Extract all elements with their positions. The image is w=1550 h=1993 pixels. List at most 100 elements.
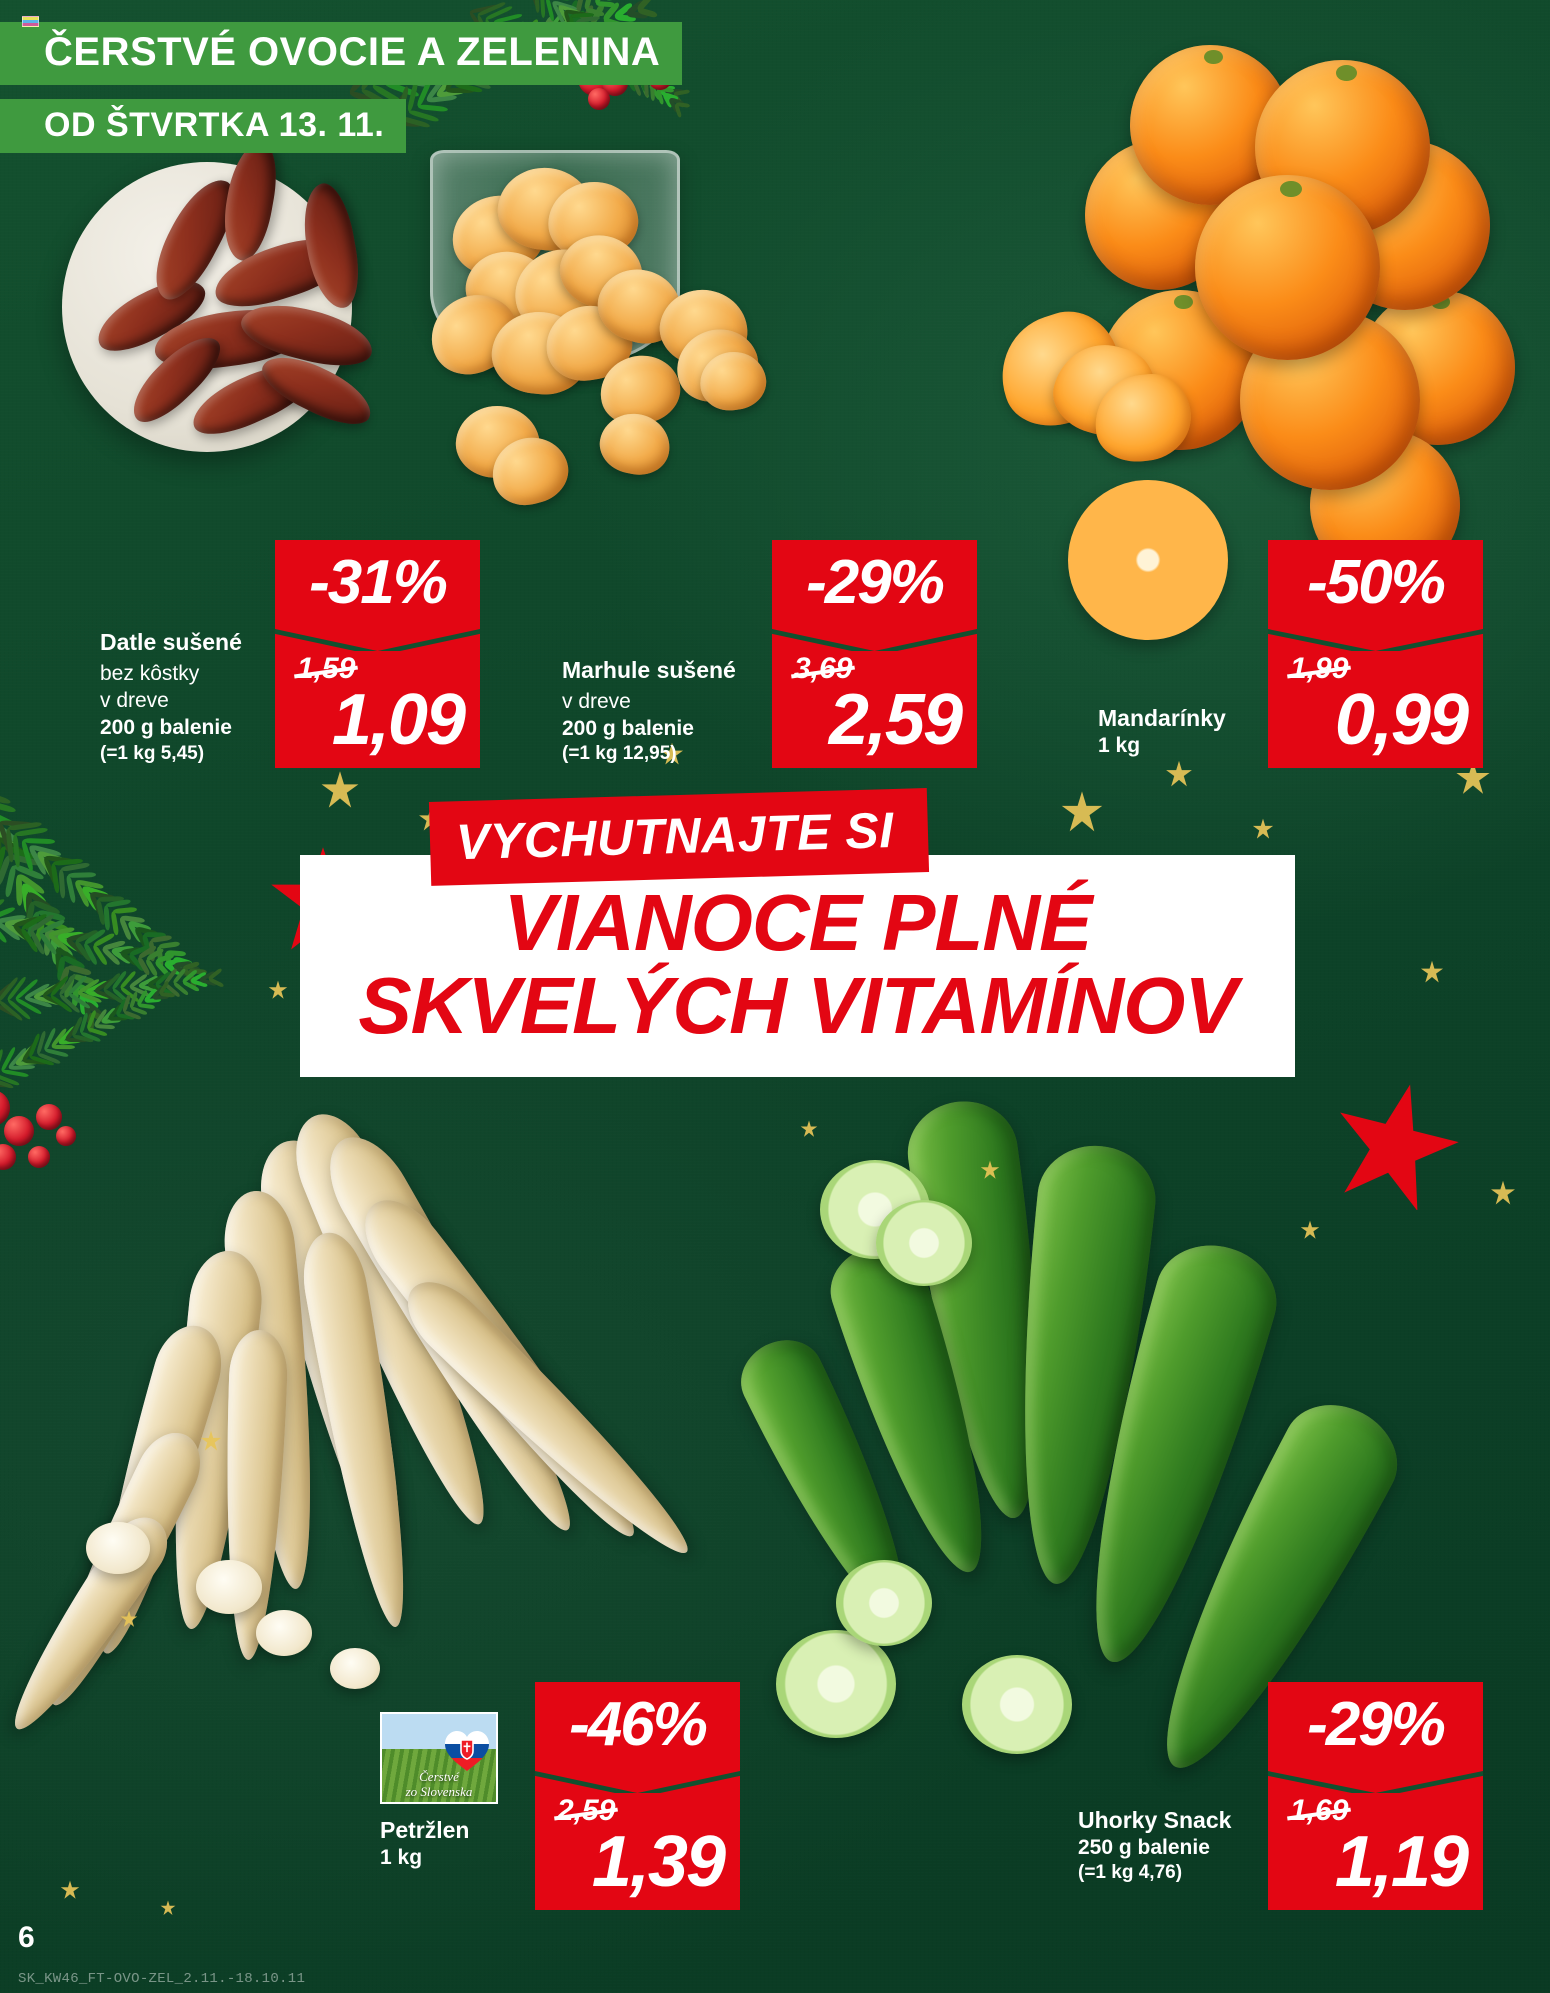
mandarin-stem [1203, 49, 1223, 65]
mandarin-stem [1173, 294, 1193, 310]
headline-kicker: VYCHUTNAJTE SI [428, 788, 929, 886]
old-price: 1,99 [1290, 652, 1349, 686]
gold-star [660, 742, 684, 771]
headline-line1: VIANOCE PLNÉ [503, 878, 1092, 967]
product-pack: 1 kg [1098, 733, 1141, 757]
parsnip-slice [330, 1648, 380, 1689]
dried-apricot [594, 407, 676, 481]
gold-star [1490, 1180, 1516, 1211]
dried-date [216, 137, 284, 265]
origin-badge-caption: Čerstvé zo Slovenska [382, 1769, 496, 1800]
pine-needle [533, 0, 540, 13]
holly-berry [28, 1146, 50, 1168]
holly-berry [4, 1116, 34, 1146]
gold-star [60, 1880, 80, 1905]
pine-needle [22, 837, 56, 844]
red-star-decoration-right [1330, 1080, 1460, 1210]
mandarin-stem [1280, 180, 1303, 198]
dried-date [296, 179, 366, 313]
origin-line2: zo Slovenska [405, 1784, 473, 1800]
old-price: 1,59 [297, 652, 356, 686]
gold-star [1060, 790, 1104, 839]
product-name: Marhule sušené [562, 657, 736, 683]
price-card-mandarinky[interactable]: -50% 1,99 0,99 [1268, 540, 1483, 769]
leaflet-code: SK_KW46_FT-OVO-ZEL_2.11.-18.10.11 [18, 1971, 306, 1987]
header-banner: ČERSTVÉ OVOCIE A ZELENINA OD ŠTVRTKA 13.… [0, 16, 683, 154]
pine-needle [94, 1023, 115, 1030]
price-card-datle[interactable]: -31% 1,59 1,09 [275, 540, 480, 769]
price-card-marhule[interactable]: -29% 3,69 2,59 [772, 540, 977, 769]
product-desc1: v dreve [562, 689, 631, 713]
parsnip-slice [256, 1610, 312, 1656]
product-pack: 200 g balenie [100, 716, 232, 740]
pine-needle [0, 789, 12, 805]
dates-plate-photo [62, 137, 380, 452]
new-price: 2,59 [828, 680, 963, 761]
product-unit-price: (=1 kg 12,95) [562, 743, 677, 765]
holly-berry [0, 1144, 16, 1170]
gold-star [268, 980, 288, 1005]
mandarin-stem [1335, 65, 1357, 81]
discount-badge: -29% [772, 540, 977, 632]
discount-badge: -50% [1268, 540, 1483, 632]
new-price: 1,09 [331, 680, 466, 761]
page-number: 6 [18, 1921, 35, 1954]
parsnip-slice [86, 1522, 150, 1575]
pine-needle [111, 910, 120, 936]
language-flag-icon [22, 16, 39, 27]
gold-star [1165, 760, 1193, 793]
price-card-petrzlen[interactable]: -46% 2,59 1,39 [535, 1682, 740, 1911]
product-name: Datle sušené [100, 629, 242, 655]
price-card-notch [535, 1772, 740, 1795]
mandarin [1195, 175, 1380, 360]
price-card-uhorky[interactable]: -29% 1,69 1,19 [1268, 1682, 1483, 1911]
new-price: 1,19 [1334, 1822, 1469, 1903]
gold-star [980, 1160, 1000, 1185]
cucumber-slice [836, 1560, 932, 1647]
header-title-line2: OD ŠTVRTKA 13. 11. [0, 98, 407, 154]
discount-badge: -31% [275, 540, 480, 632]
holly-berry [0, 1090, 10, 1126]
gold-star [1455, 760, 1491, 801]
gold-star [800, 1120, 818, 1143]
pine-needle [68, 872, 97, 879]
gold-star [200, 1430, 222, 1457]
old-price: 2,59 [557, 1794, 616, 1828]
gold-star [1420, 960, 1444, 989]
price-card-notch [275, 630, 480, 653]
product-unit-price: (=1 kg 4,76) [1078, 1862, 1183, 1884]
gold-star [320, 770, 360, 815]
product-text-petrzlen: Petržlen 1 kg [380, 1817, 570, 1871]
pine-needle [539, 0, 546, 18]
pine-needle [51, 1044, 75, 1050]
product-name: Mandarínky [1098, 705, 1226, 731]
new-price: 1,39 [591, 1822, 726, 1903]
discount-badge: -29% [1268, 1682, 1483, 1774]
cucumber-slice [776, 1630, 896, 1738]
product-text-datle: Datle sušené bez kôstky v dreve 200 g ba… [100, 629, 290, 766]
product-pack: 200 g balenie [562, 717, 694, 741]
price-card-notch [772, 630, 977, 653]
holly-berry [56, 1126, 76, 1146]
old-price: 1,69 [1290, 1794, 1349, 1828]
price-card-notch [1268, 630, 1483, 653]
gold-star [120, 1610, 138, 1633]
parsnip-slice [196, 1560, 262, 1615]
holly-berry [36, 1104, 62, 1130]
gold-star [1300, 1220, 1320, 1245]
header-title-line1: ČERSTVÉ OVOCIE A ZELENINA [0, 22, 683, 85]
discount-badge: -46% [535, 1682, 740, 1774]
product-name: Petržlen [380, 1817, 470, 1843]
pine-needle [103, 905, 111, 931]
new-price: 0,99 [1334, 680, 1469, 761]
product-pack: 250 g balenie [1078, 1835, 1210, 1859]
product-text-mandarinky: Mandarínky 1 kg [1098, 705, 1288, 759]
price-card-notch [1268, 1772, 1483, 1795]
cucumber-slice [962, 1655, 1072, 1754]
product-desc2: v dreve [100, 689, 169, 713]
product-text-uhorky: Uhorky Snack 250 g balenie (=1 kg 4,76) [1078, 1807, 1308, 1886]
old-price: 3,69 [794, 652, 853, 686]
headline-line2: SKVELÝCH VITAMÍNOV [358, 961, 1237, 1051]
pine-needle [8, 1064, 36, 1071]
origin-line1: Čerstvé [419, 1769, 459, 1785]
